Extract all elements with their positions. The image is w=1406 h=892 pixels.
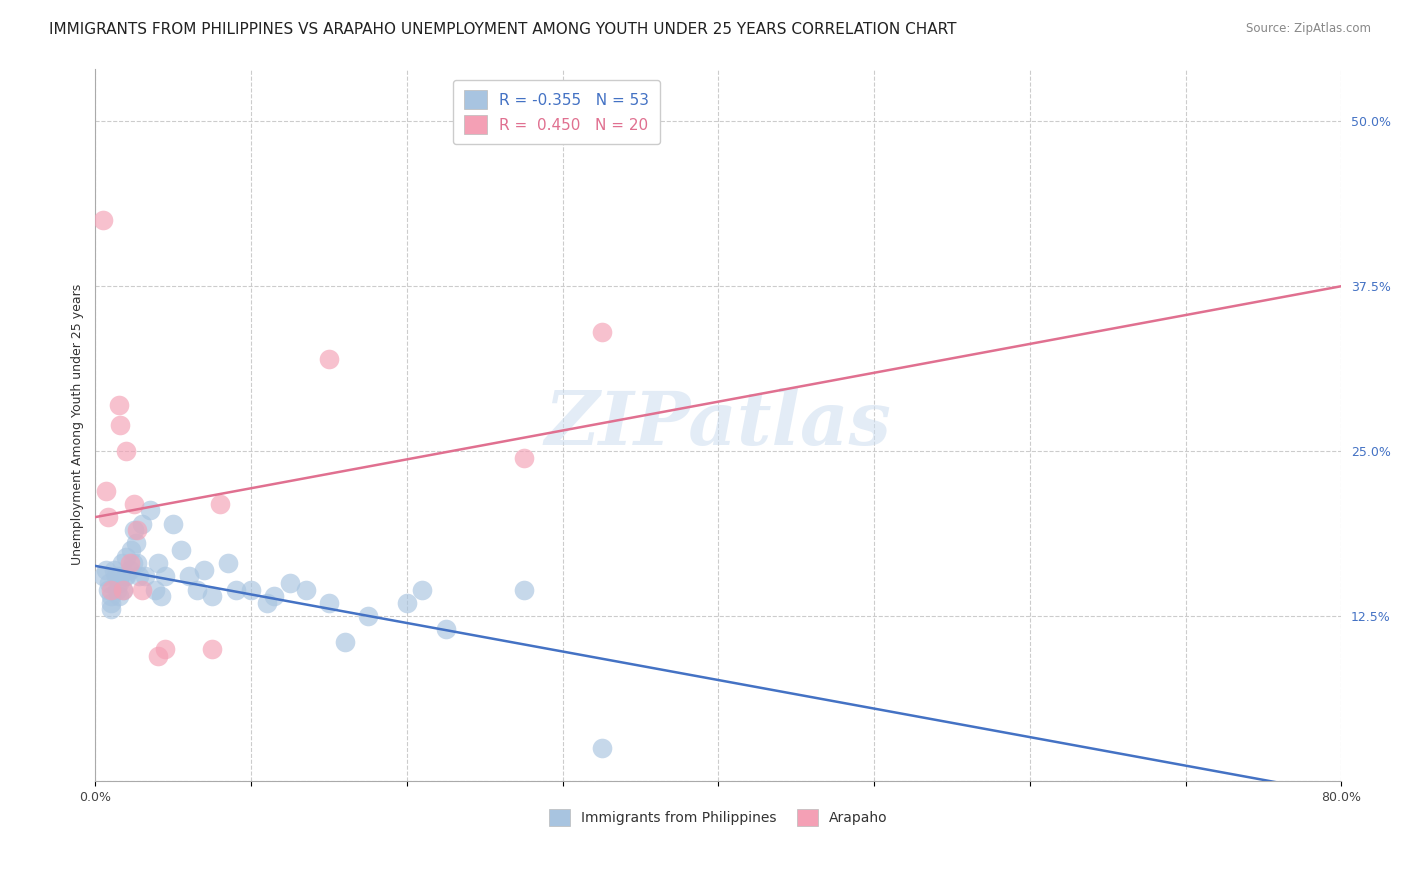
Point: [125, 536, 148, 550]
Point: [395, 596, 418, 610]
Point: [434, 622, 457, 636]
Point: [278, 576, 301, 591]
Point: [193, 563, 215, 577]
Point: [131, 582, 153, 597]
Point: [115, 444, 138, 458]
Point: [146, 556, 169, 570]
Point: [97, 582, 120, 597]
Point: [118, 563, 141, 577]
Point: [104, 569, 127, 583]
Point: [105, 582, 128, 597]
Point: [100, 602, 122, 616]
Point: [217, 556, 239, 570]
Point: [263, 589, 285, 603]
Point: [177, 569, 200, 583]
Point: [134, 569, 156, 583]
Point: [91, 569, 114, 583]
Point: [100, 596, 122, 610]
Point: [107, 576, 129, 591]
Point: [110, 417, 132, 432]
Point: [162, 516, 184, 531]
Point: [186, 582, 208, 597]
Point: [155, 569, 177, 583]
Point: [115, 569, 138, 583]
Point: [411, 582, 433, 597]
Point: [155, 642, 177, 657]
Point: [124, 497, 146, 511]
Legend: Immigrants from Philippines, Arapaho: Immigrants from Philippines, Arapaho: [540, 801, 896, 835]
Text: Source: ZipAtlas.com: Source: ZipAtlas.com: [1246, 22, 1371, 36]
Point: [112, 582, 135, 597]
Point: [112, 582, 135, 597]
Point: [318, 596, 340, 610]
Point: [201, 642, 224, 657]
Point: [115, 549, 138, 564]
Point: [318, 351, 340, 366]
Point: [294, 582, 316, 597]
Point: [128, 569, 150, 583]
Point: [121, 556, 143, 570]
Point: [225, 582, 247, 597]
Point: [127, 556, 149, 570]
Point: [170, 543, 193, 558]
Point: [512, 582, 534, 597]
Point: [139, 503, 162, 517]
Point: [143, 582, 166, 597]
Point: [591, 326, 613, 340]
Point: [256, 596, 278, 610]
Point: [124, 523, 146, 537]
Point: [111, 556, 134, 570]
Point: [120, 543, 142, 558]
Point: [100, 582, 122, 597]
Point: [107, 589, 129, 603]
Point: [201, 589, 224, 603]
Point: [103, 563, 125, 577]
Text: ZIPatlas: ZIPatlas: [546, 389, 891, 461]
Point: [100, 589, 122, 603]
Point: [591, 741, 613, 756]
Point: [114, 569, 136, 583]
Point: [97, 510, 120, 524]
Point: [208, 497, 231, 511]
Point: [118, 556, 141, 570]
Point: [96, 483, 118, 498]
Point: [146, 648, 169, 663]
Point: [149, 589, 172, 603]
Point: [107, 398, 129, 412]
Point: [98, 576, 121, 591]
Point: [512, 450, 534, 465]
Point: [96, 563, 118, 577]
Point: [91, 213, 114, 227]
Y-axis label: Unemployment Among Youth under 25 years: Unemployment Among Youth under 25 years: [72, 285, 84, 566]
Point: [240, 582, 263, 597]
Point: [110, 569, 132, 583]
Point: [333, 635, 356, 649]
Point: [357, 609, 380, 624]
Text: IMMIGRANTS FROM PHILIPPINES VS ARAPAHO UNEMPLOYMENT AMONG YOUTH UNDER 25 YEARS C: IMMIGRANTS FROM PHILIPPINES VS ARAPAHO U…: [49, 22, 956, 37]
Point: [131, 516, 153, 531]
Point: [127, 523, 149, 537]
Point: [630, 114, 652, 128]
